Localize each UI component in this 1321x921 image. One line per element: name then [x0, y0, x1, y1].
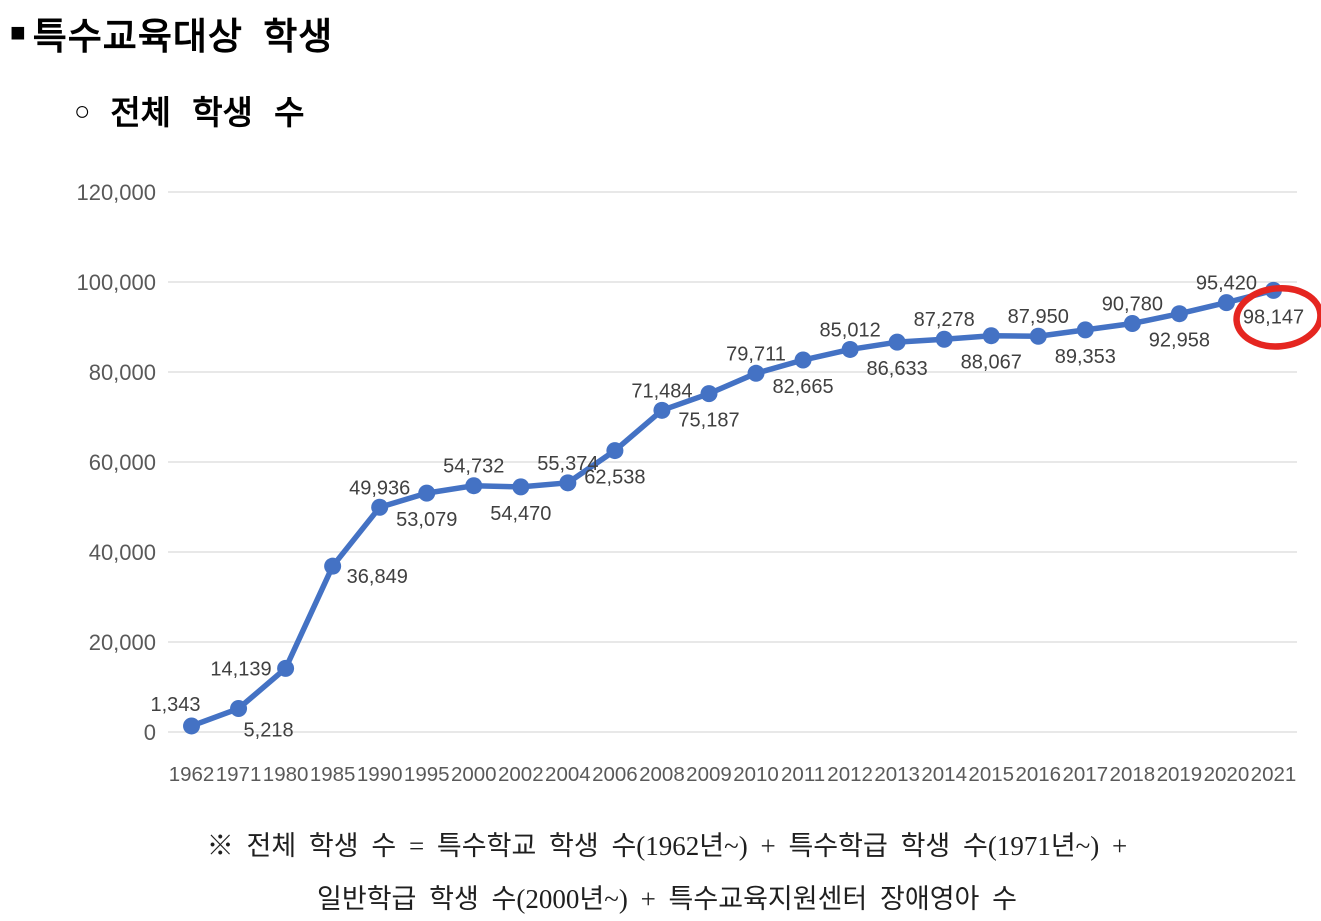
x-axis-tick-label: 2017 [1063, 763, 1109, 786]
data-point-2014 [935, 330, 953, 348]
data-point-2009 [700, 385, 718, 403]
data-label-1985: 36,849 [347, 566, 408, 588]
data-label-2016: 87,950 [1008, 306, 1069, 328]
x-axis-tick-label: 1980 [263, 763, 309, 786]
data-label-1980: 14,139 [210, 658, 271, 680]
x-axis-tick-label: 2014 [921, 763, 967, 786]
x-axis-tick-label: 1985 [310, 763, 356, 786]
data-point-2012 [841, 340, 859, 358]
x-axis-tick-label: 2002 [498, 763, 544, 786]
data-label-2004: 55,374 [537, 453, 598, 475]
data-label-2014: 87,278 [914, 309, 975, 331]
data-label-2000: 54,732 [443, 456, 504, 478]
x-axis-tick-label: 2013 [874, 763, 920, 786]
highlight-ellipse [1233, 284, 1321, 350]
x-axis-tick-label: 2010 [733, 763, 779, 786]
x-axis-tick-label: 2020 [1204, 763, 1250, 786]
data-point-2018 [1123, 314, 1141, 332]
x-axis-tick-label: 2006 [592, 763, 638, 786]
data-label-2013: 86,633 [867, 358, 928, 380]
y-axis-tick-label: 0 [144, 720, 156, 745]
data-point-1995 [418, 484, 436, 502]
data-point-2020 [1217, 294, 1235, 312]
data-label-2018: 90,780 [1102, 293, 1163, 315]
x-axis-tick-label: 2011 [781, 763, 825, 786]
data-point-1962 [183, 717, 201, 735]
data-point-1971 [230, 700, 248, 718]
x-axis-tick-label: 1962 [169, 763, 215, 786]
y-axis-tick-label: 120,000 [76, 180, 156, 205]
section-title: ■ 특수교육대상 학생 [10, 6, 333, 60]
data-point-2002 [512, 478, 530, 496]
y-axis-tick-label: 60,000 [89, 450, 156, 475]
footnote-line-1: ※ 전체 학생 수 = 특수학교 학생 수(1962년~) + 특수학급 학생 … [206, 831, 1128, 861]
x-axis-tick-label: 2012 [827, 763, 873, 786]
x-axis-tick-label: 2019 [1157, 763, 1203, 786]
data-label-2020: 95,420 [1196, 273, 1257, 295]
x-axis-tick-label: 1971 [216, 763, 262, 786]
data-label-2017: 89,353 [1055, 346, 1116, 368]
y-axis-tick-label: 40,000 [89, 540, 156, 565]
data-label-2015: 88,067 [961, 352, 1022, 374]
data-label-1962: 1,343 [150, 694, 200, 716]
data-label-1995: 53,079 [396, 509, 457, 531]
data-point-2000 [465, 477, 483, 495]
data-label-2010: 79,711 [726, 343, 786, 365]
data-label-2009: 75,187 [678, 410, 739, 432]
data-point-2004 [559, 474, 577, 492]
y-axis-tick-label: 80,000 [89, 360, 156, 385]
y-axis-tick-label: 20,000 [89, 630, 156, 655]
footnote-line-2: 일반학급 학생 수(2000년~) + 특수교육지원센터 장애영아 수 [317, 884, 1017, 914]
data-label-2021: 98,147 [1243, 306, 1304, 328]
data-label-2008: 71,484 [631, 380, 692, 402]
x-axis-tick-label: 1995 [404, 763, 450, 786]
data-point-1980 [277, 659, 295, 677]
x-axis-tick-label: 2000 [451, 763, 497, 786]
x-axis-tick-label: 2009 [686, 763, 732, 786]
data-point-2013 [888, 333, 906, 351]
x-axis-tick-label: 1990 [357, 763, 403, 786]
x-axis-tick-label: 2016 [1015, 763, 1061, 786]
data-label-2019: 92,958 [1149, 330, 1210, 352]
page-title: 특수교육대상 학생 [32, 17, 334, 58]
x-axis-tick-label: 2015 [968, 763, 1014, 786]
data-point-2019 [1170, 305, 1188, 323]
data-point-1990 [371, 498, 389, 516]
data-label-2006: 62,538 [584, 467, 645, 489]
square-bullet-icon: ■ [10, 18, 27, 47]
chart-section-subtitle: ○ 전체 학생 수 [74, 86, 304, 134]
data-point-2015 [982, 327, 1000, 345]
chart-footnote: ※ 전체 학생 수 = 특수학교 학생 수(1962년~) + 특수학급 학생 … [0, 820, 1321, 921]
data-point-1985 [324, 557, 342, 575]
data-point-2017 [1076, 321, 1094, 339]
data-label-1971: 5,218 [244, 720, 294, 742]
data-point-2006 [606, 442, 624, 460]
circle-bullet-icon: ○ [74, 95, 91, 126]
data-label-2002: 54,470 [490, 503, 551, 525]
x-axis-tick-label: 2018 [1110, 763, 1156, 786]
x-axis-tick-label: 2008 [639, 763, 685, 786]
y-axis-tick-label: 100,000 [76, 270, 156, 295]
x-axis-tick-label: 2004 [545, 763, 591, 786]
data-point-2011 [794, 351, 812, 369]
data-label-2012: 85,012 [820, 319, 881, 341]
data-label-2011: 82,665 [772, 376, 833, 398]
data-point-2016 [1029, 327, 1047, 345]
x-axis-tick-label: 2021 [1251, 763, 1297, 786]
data-label-1990: 49,936 [349, 477, 410, 499]
data-point-2008 [653, 401, 671, 419]
chart-subtitle: 전체 학생 수 [110, 94, 305, 131]
data-point-2010 [747, 364, 765, 382]
